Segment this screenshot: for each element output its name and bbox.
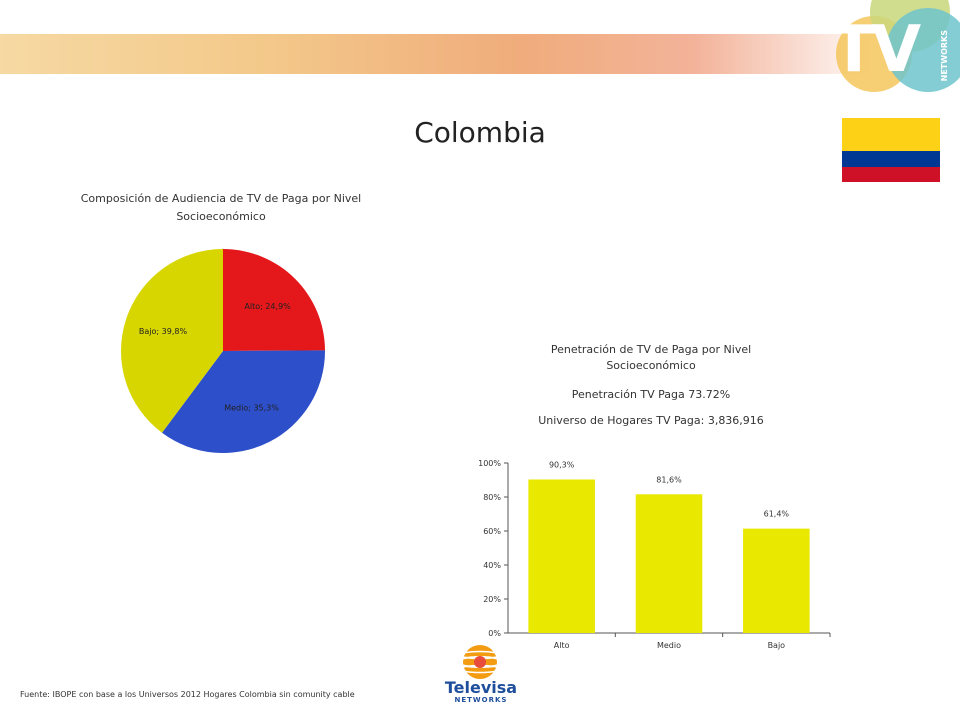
pie-label-alto: Alto; 24,9% bbox=[244, 302, 291, 311]
flag-stripe-blue bbox=[842, 151, 940, 167]
tv-networks-logo: TV NETWORKS bbox=[826, 0, 960, 110]
y-tick-label: 20% bbox=[483, 595, 501, 604]
y-tick-label: 40% bbox=[483, 561, 501, 570]
bar-value-label: 81,6% bbox=[656, 475, 682, 484]
bar-value-label: 61,4% bbox=[764, 510, 790, 519]
colombia-flag bbox=[842, 118, 940, 182]
pie-slice-alto bbox=[223, 249, 325, 351]
televisa-logo-text: Televisa bbox=[444, 678, 518, 697]
flag-stripe-red bbox=[842, 167, 940, 182]
y-tick-label: 100% bbox=[478, 459, 501, 468]
y-tick-label: 80% bbox=[483, 493, 501, 502]
logo-circle bbox=[886, 8, 960, 92]
bar-chart: 0% 20% 40% 60% 80% 100% 90,3% Alto 81,6% Medio 61,… bbox=[478, 459, 831, 650]
flag-stripe-yellow bbox=[842, 118, 940, 151]
bar-chart-subtitle-universe: Universo de Hogares TV Paga: 3,836,916 bbox=[538, 414, 764, 427]
x-category-label: Alto bbox=[554, 641, 570, 650]
bar-bajo bbox=[743, 528, 810, 633]
header-band bbox=[0, 34, 870, 74]
pie-chart: Alto; 24,9% Medio; 35,3% Bajo; 39,8% bbox=[120, 249, 325, 453]
pie-chart-title: Composición de Audiencia de TV de Paga p… bbox=[80, 192, 362, 223]
bar-chart-title: Penetración de TV de Paga por Nivel Soci… bbox=[550, 343, 752, 372]
bar-chart-subtitle-penetration: Penetración TV Paga 73.72% bbox=[571, 388, 731, 401]
pie-slice-bajo bbox=[120, 249, 223, 433]
tv-logo-text: TV bbox=[832, 13, 921, 87]
televisa-networks-text: NETWORKS bbox=[454, 696, 508, 704]
bar-medio bbox=[635, 494, 703, 633]
televisa-logo: Televisa NETWORKS bbox=[440, 640, 520, 710]
y-tick-label: 0% bbox=[488, 629, 501, 638]
x-category-label: Bajo bbox=[768, 641, 786, 650]
y-tick-label: 60% bbox=[483, 527, 501, 536]
pie-label-bajo: Bajo; 39,8% bbox=[139, 327, 188, 336]
source-footnote: Fuente: IBOPE con base a los Universos 2… bbox=[20, 690, 355, 699]
page-title: Colombia bbox=[414, 116, 546, 149]
networks-logo-text: NETWORKS bbox=[940, 30, 949, 82]
x-category-label: Medio bbox=[657, 641, 681, 650]
bar-alto bbox=[528, 479, 595, 633]
televisa-logo-mark bbox=[455, 645, 505, 679]
bar-value-label: 90,3% bbox=[549, 460, 575, 469]
pie-label-medio: Medio; 35,3% bbox=[224, 403, 279, 412]
pie-slice-medio bbox=[162, 350, 325, 453]
